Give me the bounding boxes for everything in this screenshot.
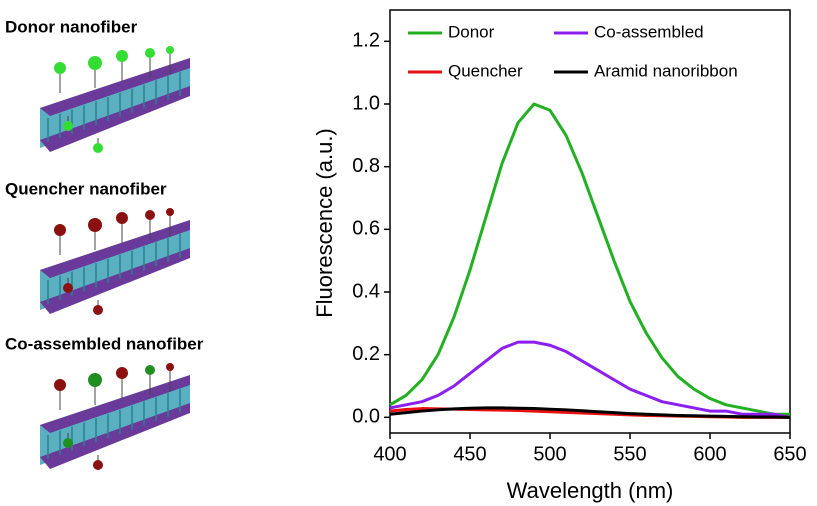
series-line xyxy=(389,340,791,419)
x-tick-label: 450 xyxy=(453,443,486,465)
ribbon-bottom xyxy=(40,248,190,314)
sphere xyxy=(63,121,73,131)
y-tick-label: 1.0 xyxy=(352,92,380,114)
panel-label: Co-assembled nanofiber xyxy=(5,334,204,353)
sphere xyxy=(63,438,73,448)
sphere xyxy=(88,218,102,232)
panel-label: Donor nanofiber xyxy=(5,17,138,36)
y-tick-label: 0.0 xyxy=(352,406,380,428)
sphere xyxy=(54,379,66,391)
y-tick-label: 0.2 xyxy=(352,343,380,365)
sphere xyxy=(93,305,103,315)
y-tick-label: 1.2 xyxy=(352,30,380,52)
nanofiber-illustration xyxy=(40,363,190,470)
x-tick-label: 550 xyxy=(613,443,646,465)
sphere xyxy=(145,210,155,220)
y-axis-label: Fluorescence (a.u.) xyxy=(312,128,337,318)
ribbon-top xyxy=(40,58,190,116)
sphere xyxy=(54,224,66,236)
x-axis-label: Wavelength (nm) xyxy=(507,478,674,503)
sphere xyxy=(166,46,174,54)
sphere xyxy=(93,143,103,153)
series-line xyxy=(389,102,790,416)
legend-label: Donor xyxy=(448,22,495,41)
sphere xyxy=(116,50,128,62)
sphere xyxy=(145,365,155,375)
legend-label: Aramid nanoribbon xyxy=(594,61,738,80)
sphere xyxy=(88,373,102,387)
x-tick-label: 650 xyxy=(773,443,806,465)
sphere xyxy=(93,460,103,470)
y-tick-label: 0.4 xyxy=(352,280,380,302)
sphere xyxy=(166,363,174,371)
sphere xyxy=(145,48,155,58)
plot-frame xyxy=(389,9,791,434)
y-tick-label: 0.6 xyxy=(352,218,380,240)
legend-label: Quencher xyxy=(448,61,523,80)
nanofiber-illustration xyxy=(40,208,190,315)
series-line xyxy=(389,406,791,419)
x-tick-label: 600 xyxy=(693,443,726,465)
sphere xyxy=(116,212,128,224)
sphere xyxy=(54,62,66,74)
sphere xyxy=(166,208,174,216)
legend-label: Co-assembled xyxy=(594,22,704,41)
sphere xyxy=(88,56,102,70)
y-tick-label: 0.8 xyxy=(352,155,380,177)
ribbon-top xyxy=(40,375,190,433)
x-tick-label: 500 xyxy=(533,443,566,465)
nanofiber-illustration xyxy=(40,46,190,153)
sphere xyxy=(63,283,73,293)
sphere xyxy=(116,367,128,379)
ribbon-top xyxy=(40,220,190,278)
ribbon-bottom xyxy=(40,403,190,469)
ribbon-bottom xyxy=(40,86,190,152)
panel-label: Quencher nanofiber xyxy=(5,179,167,198)
x-tick-label: 400 xyxy=(373,443,406,465)
